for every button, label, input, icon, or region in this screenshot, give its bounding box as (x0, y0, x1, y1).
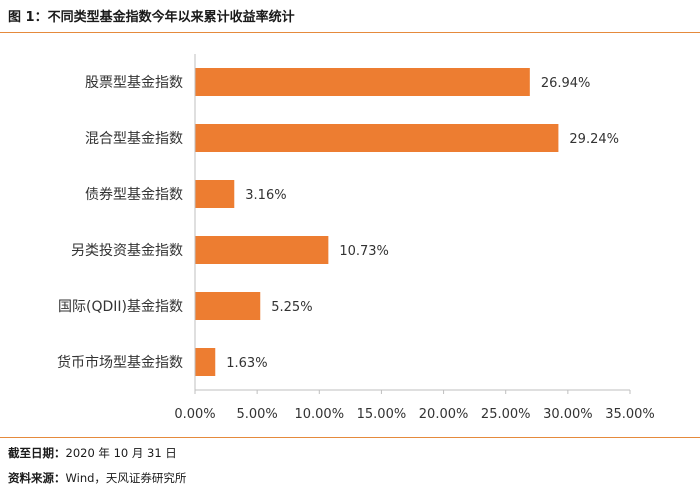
category-label: 债券型基金指数 (85, 186, 183, 203)
x-tick-label: 35.00% (605, 407, 655, 422)
source-note-label: 资料来源： (8, 471, 66, 485)
category-label: 另类投资基金指数 (71, 242, 183, 259)
x-tick-label: 30.00% (543, 407, 593, 422)
x-tick-label: 20.00% (419, 407, 469, 422)
bars (195, 68, 559, 376)
value-label: 26.94% (541, 76, 591, 91)
date-note-value: 2020 年 10 月 31 日 (65, 446, 177, 460)
value-label: 1.63% (226, 356, 267, 371)
x-tick-label: 0.00% (174, 407, 215, 422)
category-label: 混合型基金指数 (85, 130, 183, 147)
footer-divider (0, 437, 700, 438)
bar (195, 180, 235, 208)
title-divider (0, 32, 700, 33)
bar (195, 124, 559, 152)
bar (195, 68, 530, 96)
source-note-value: Wind，天风证券研究所 (65, 471, 187, 485)
category-label: 国际(QDII)基金指数 (58, 298, 183, 315)
bar (195, 348, 216, 376)
x-tick-label: 10.00% (294, 407, 344, 422)
category-label: 货币市场型基金指数 (57, 354, 183, 371)
value-label: 29.24% (569, 132, 619, 147)
figure-title: 图 1：不同类型基金指数今年以来累计收益率统计 (8, 10, 295, 25)
bar (195, 236, 329, 264)
category-label: 股票型基金指数 (85, 74, 183, 91)
bar-chart: 股票型基金指数混合型基金指数债券型基金指数另类投资基金指数国际(QDII)基金指… (57, 54, 655, 422)
x-tick-labels: 0.00% 5.00% 10.00% 15.00% 20.00% 25.00% 30.00%… (174, 390, 655, 422)
bar (195, 292, 261, 320)
value-label: 3.16% (245, 188, 286, 203)
x-tick-label: 15.00% (357, 407, 407, 422)
value-labels: 26.94% 29.24% 3.16% 10.73% 5.25% 1.63% (226, 76, 619, 371)
source-note: 资料来源：Wind，天风证券研究所 (8, 470, 186, 486)
x-tick-label: 5.00% (236, 407, 277, 422)
value-label: 10.73% (339, 244, 389, 259)
date-note: 截至日期：2020 年 10 月 31 日 (8, 445, 177, 461)
category-labels: 股票型基金指数混合型基金指数债券型基金指数另类投资基金指数国际(QDII)基金指… (57, 74, 183, 371)
date-note-label: 截至日期： (8, 446, 66, 460)
x-tick-label: 25.00% (481, 407, 531, 422)
value-label: 5.25% (271, 300, 312, 315)
